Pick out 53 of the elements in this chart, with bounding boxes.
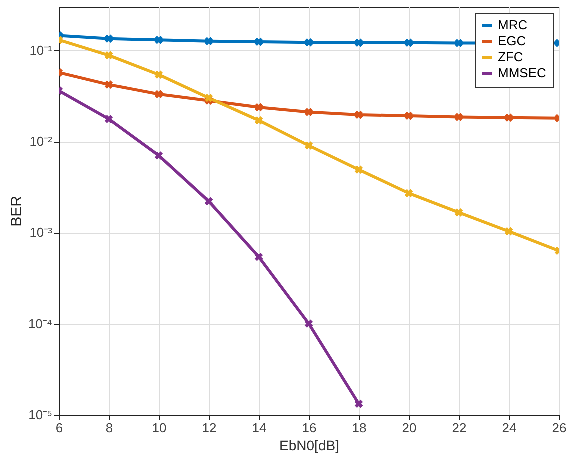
x-tick-label: 14 (252, 420, 267, 436)
point (154, 70, 164, 80)
point (204, 37, 214, 46)
y-tick-label: 10⁻³ (30, 225, 54, 240)
point (104, 51, 114, 60)
x-tick-label: 26 (552, 420, 567, 436)
point (504, 227, 514, 236)
point (104, 34, 114, 44)
point (304, 108, 314, 116)
x-tick-label: 12 (202, 420, 217, 436)
legend-label: EGC (498, 34, 526, 48)
point (154, 152, 164, 160)
legend-label: MMSEC (498, 66, 546, 80)
point (104, 80, 114, 89)
point (304, 142, 314, 150)
point (404, 38, 414, 48)
point (154, 36, 164, 44)
point (204, 197, 214, 206)
point (254, 116, 264, 125)
x-tick-label: 8 (106, 420, 114, 436)
point (454, 113, 464, 122)
point (454, 39, 464, 48)
y-tick-label: 10⁻⁵ (28, 408, 52, 422)
x-tick-label: 10 (152, 420, 167, 436)
point (404, 189, 414, 198)
x-tick-label: 18 (352, 420, 367, 436)
x-tick-label: 20 (402, 420, 417, 436)
point (104, 115, 114, 124)
x-tick-label: 16 (302, 420, 317, 436)
point (354, 166, 364, 174)
x-tick-label: 24 (502, 420, 517, 436)
point (504, 114, 514, 122)
point (454, 208, 464, 217)
legend-label: ZFC (498, 50, 524, 64)
point (354, 110, 364, 120)
y-tick-label: 10⁻⁴ (28, 316, 52, 332)
point (254, 38, 264, 46)
point (204, 94, 214, 102)
point (354, 38, 364, 48)
y-tick-label: 10⁻² (30, 134, 54, 150)
point (304, 38, 314, 47)
point (304, 320, 314, 328)
y-tick-label: 10⁻¹ (30, 42, 54, 58)
y-axis-title: BER (8, 196, 26, 227)
point (404, 112, 414, 120)
legend-label: MRC (498, 18, 528, 32)
point (354, 400, 364, 408)
x-tick-label: 22 (452, 420, 467, 436)
point (254, 103, 264, 112)
x-tick-label: 6 (56, 420, 64, 436)
point (254, 252, 264, 262)
x-axis-title: EbN0[dB] (280, 438, 340, 454)
point (154, 90, 164, 98)
